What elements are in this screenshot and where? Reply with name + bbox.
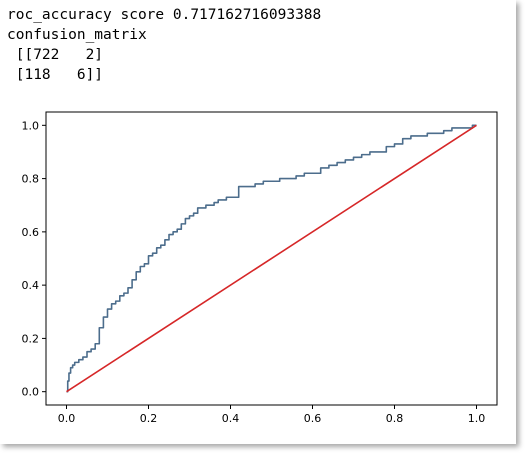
x-tick-label: 0.2 — [140, 412, 158, 425]
x-tick-label: 0.6 — [304, 412, 322, 425]
printed-output: roc_accuracy score 0.717162716093388 conf… — [7, 5, 321, 85]
x-tick-label: 0.0 — [58, 412, 76, 425]
y-tick-label: 0.0 — [22, 386, 40, 399]
x-tick-label: 1.0 — [468, 412, 486, 425]
roc-curve-line — [66, 124, 477, 393]
y-tick-label: 0.2 — [22, 332, 40, 345]
series-layer — [66, 124, 477, 393]
roc-chart: 0.0 0.2 0.4 0.6 0.8 1.0 0.0 0.2 0.4 0.6 0.8 1.0 — [22, 111, 498, 425]
plot-frame — [45, 111, 498, 406]
y-tick-label: 0.4 — [22, 279, 40, 292]
y-tick-label: 0.6 — [22, 226, 40, 239]
confusion-matrix-row-2: [118 6]] — [7, 67, 104, 83]
y-tick-label: 0.8 — [22, 173, 40, 186]
roc-accuracy-line: roc_accuracy score 0.717162716093388 — [7, 7, 322, 23]
output-cell: roc_accuracy score 0.717162716093388 conf… — [7, 5, 498, 425]
x-tick-label: 0.4 — [222, 412, 240, 425]
chance-diagonal-line — [66, 124, 477, 393]
x-axis-ticks: 0.0 0.2 0.4 0.6 0.8 1.0 — [58, 405, 486, 425]
y-axis-ticks: 0.0 0.2 0.4 0.6 0.8 1.0 — [22, 119, 46, 399]
x-tick-label: 0.8 — [386, 412, 404, 425]
confusion-matrix-row-1: [[722 2] — [7, 47, 104, 63]
confusion-matrix-label: confusion_matrix — [7, 27, 147, 43]
y-tick-label: 1.0 — [22, 119, 40, 132]
